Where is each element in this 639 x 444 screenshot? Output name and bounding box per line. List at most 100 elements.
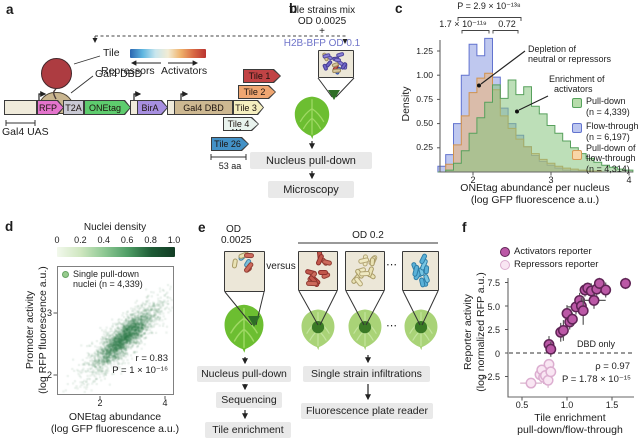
tile-26: Tile 26: [211, 137, 249, 151]
d-colorbar-tick: 0.8: [144, 235, 157, 245]
gal4-dbd-callout: Gal4 DBD: [95, 68, 143, 80]
gal4-dbd-gene: Gal4 DBD: [174, 100, 233, 115]
d-stat-r: r = 0.83: [135, 353, 168, 364]
e-step-sequencing: Sequencing: [216, 392, 282, 408]
tile-26-label: Tile 26: [214, 139, 241, 149]
f-legend-label-repressors: Repressors reporter: [514, 259, 599, 270]
c-legend-n: (n = 4,314): [586, 164, 630, 174]
leaf-e-mix: [220, 303, 268, 355]
f-x-tick: 1.0: [560, 400, 574, 410]
bacteria-box-blue: [402, 251, 439, 291]
bacterium-icon: [331, 68, 342, 73]
tile-ellipsis: ⋯: [231, 124, 242, 136]
f-data-point: [545, 343, 557, 355]
d-colorbar-tick: 1.0: [167, 235, 181, 245]
e-box-ellipsis: ⋯: [386, 259, 397, 271]
b-h2b-bfp-label: H2B-BFP OD 0.1: [283, 38, 361, 49]
f-y-tick: −2.5: [482, 372, 500, 382]
gal4-uas-box: [4, 100, 37, 115]
tile3-label: Tile 3: [235, 102, 257, 113]
f-data-point: [525, 377, 537, 389]
t2a-label: T2A: [65, 102, 82, 113]
c-x-tick: 2: [470, 175, 476, 185]
c-y-tick: 0.75: [416, 93, 433, 104]
panel-b-label: b: [289, 1, 298, 16]
c-axes: [439, 40, 633, 173]
f-axes: [507, 278, 634, 398]
tile-1: Tile 1: [243, 69, 281, 83]
c-x-axis-label-1: ONEtag abundance per nucleus: [460, 182, 610, 194]
bacterium-icon: [305, 280, 318, 287]
bira-label: BirA: [141, 102, 159, 113]
tile-4-label: Tile 4: [227, 119, 250, 129]
f-x-axis-label-1: Tile enrichment: [534, 412, 606, 424]
rfp-gene: RFP: [37, 100, 64, 115]
t2a-gene: T2A: [63, 100, 84, 115]
f-dbd-only-label: DBD only: [577, 339, 616, 349]
d-x-axis-label-2: (log GFP fluorescence a.u.): [50, 423, 180, 435]
f-legend-label-activators: Activators reporter: [514, 246, 592, 257]
panel-c-label: c: [395, 1, 403, 16]
leaf-e-blue: [400, 308, 442, 352]
b-plus: +: [319, 26, 325, 37]
f-data-point: [620, 277, 631, 289]
scatter-f: [505, 277, 634, 401]
53aa-bracket: [210, 154, 247, 160]
d-colorbar-tick: 0.2: [74, 235, 87, 245]
tile-2: Tile 2: [238, 85, 276, 99]
tile-1-label: Tile 1: [248, 71, 271, 81]
e-od-low-2: 0.0025: [221, 235, 252, 246]
f-stat-rho: ρ = 0.97: [595, 361, 630, 372]
d-legend-line1: Single pull-down: [73, 269, 140, 279]
f-data-point: [588, 294, 600, 306]
f-x-tick: 0.5: [515, 400, 529, 410]
e-step-plate-reader: Fluorescence plate reader: [301, 403, 433, 419]
f-data-point: [600, 284, 612, 296]
panel-d-label: d: [5, 219, 14, 234]
f-x-tick: 1.5: [605, 400, 619, 410]
b-step-label: Microscopy: [283, 183, 339, 196]
f-y-tick: 0: [494, 348, 500, 359]
repressor-activator-gradient: [130, 49, 206, 58]
d-y-tick: 3: [46, 308, 52, 318]
c-annotation-enrichment-1: Enrichment of: [549, 74, 605, 84]
gal4-dbd-gene-label: Gal4 DBD: [183, 102, 224, 113]
b-title-2: OD 0.0025: [297, 16, 347, 27]
c-x-tick: 3: [548, 175, 554, 185]
c-x-tick: 4: [626, 175, 632, 185]
e-step-label: Nucleus pull-down: [201, 368, 287, 380]
c-x-axis-label-2: (log GFP fluorescence a.u.): [470, 194, 600, 206]
tile-2-label: Tile 2: [243, 87, 266, 97]
f-legend-dot-activators: [500, 247, 510, 257]
gal4-uas-label: Gal4 UAS: [2, 126, 49, 138]
panel-f-label: f: [462, 220, 467, 235]
c-pvalue-top: P = 2.9 × 10⁻¹³⁸: [457, 1, 521, 11]
leaf-b: [290, 95, 334, 141]
c-annotation-depletion-2: neutral or repressors: [528, 54, 612, 64]
e-versus: versus: [266, 261, 296, 272]
tile-4: Tile 4: [223, 117, 259, 131]
bacteria-box-red: [298, 251, 338, 291]
d-y-axis-label-1: Promoter activity: [24, 290, 36, 370]
bacterium-icon: [369, 256, 376, 266]
e-step-label: Sequencing: [221, 394, 277, 406]
onetag-label: ONEtag: [88, 102, 121, 113]
c-y-tick: 0.50: [416, 118, 433, 129]
f-stat-p: P = 1.78 × 10⁻¹⁵: [562, 374, 631, 385]
activators-label: Activators: [161, 65, 208, 77]
b-title-1: Tile strains mix: [288, 5, 356, 16]
d-stat-p: P = 1 × 10⁻¹⁶: [112, 365, 168, 376]
panel-a-label: a: [6, 2, 14, 17]
f-y-tick: 2.5: [487, 325, 500, 335]
d-legend-line2: nuclei (n = 4,339): [73, 279, 143, 289]
c-legend-n: (n = 4,339): [586, 107, 630, 117]
onetag-gene: ONEtag: [84, 100, 131, 115]
d-colorbar-tick: 0: [54, 235, 60, 245]
leaf-e-red: [297, 308, 339, 352]
c-y-tick: 1.00: [416, 69, 433, 80]
e-step-label: Single strain infiltrations: [311, 368, 422, 380]
bacterium-icon: [423, 264, 430, 274]
d-y-tick: 2: [46, 370, 52, 380]
c-annotation-enrichment-2: activators: [554, 84, 593, 94]
f-legend-dot-repressors: [500, 260, 510, 270]
